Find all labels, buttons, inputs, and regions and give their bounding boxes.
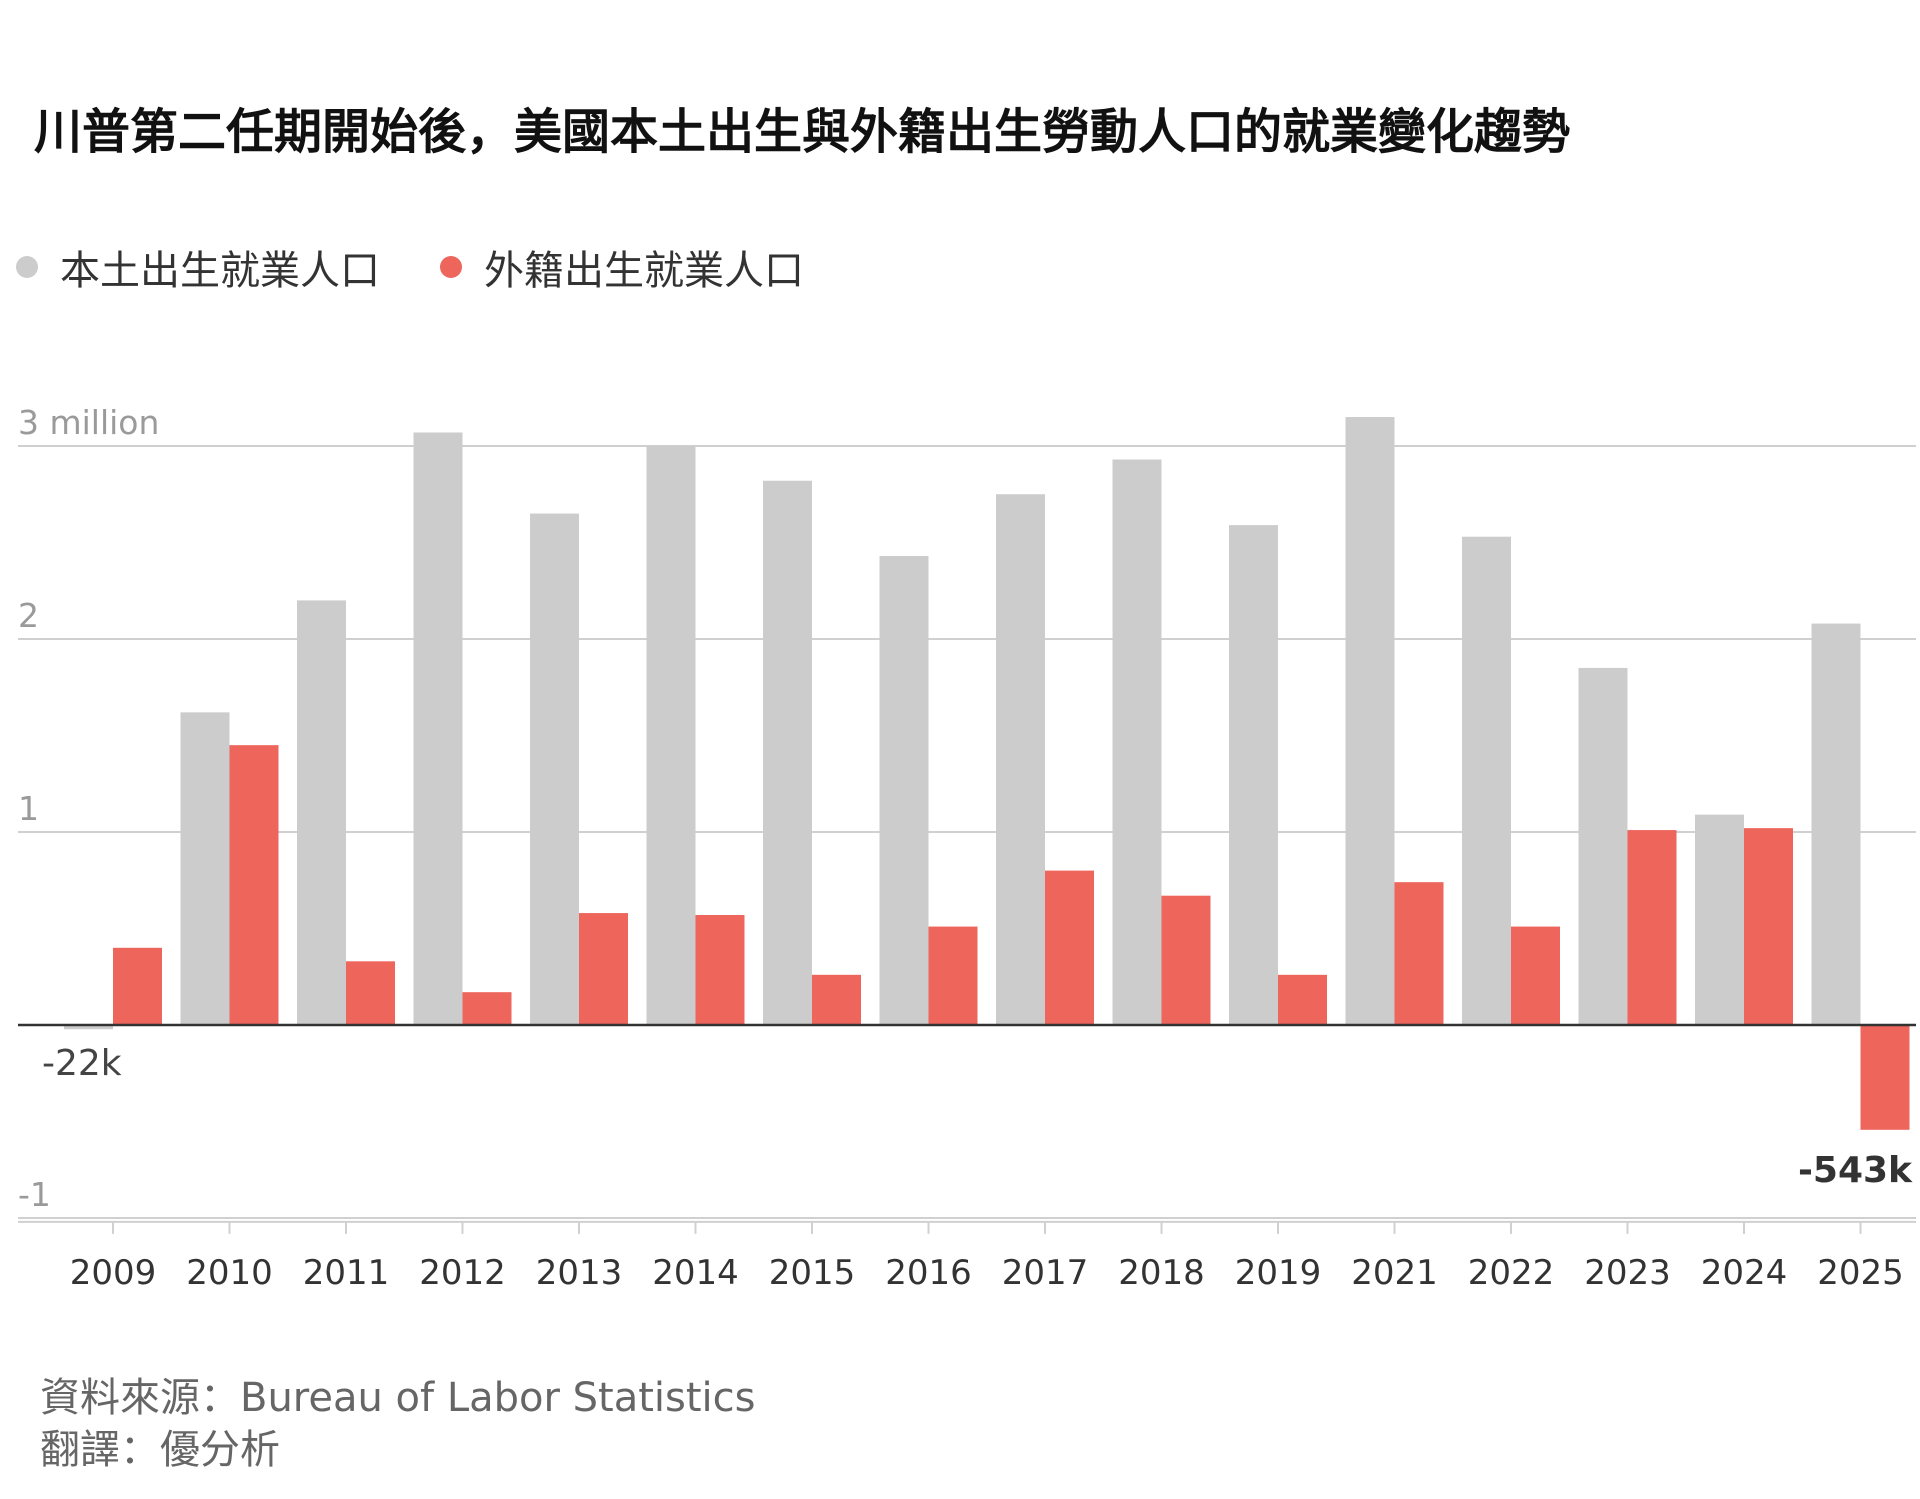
x-tick-label-2022: 2022 xyxy=(1468,1253,1555,1293)
x-tick-label-2021: 2021 xyxy=(1351,1253,1438,1293)
legend-label-foreign: 外籍出生就業人口 xyxy=(484,248,804,294)
footer: 資料來源：Bureau of Labor Statistics 翻譯：優分析 xyxy=(40,1372,756,1476)
bar-native-2018 xyxy=(1112,459,1162,1025)
bar-native-2009 xyxy=(64,1025,113,1030)
bar-foreign-2010 xyxy=(229,745,279,1025)
x-tick-label-2012: 2012 xyxy=(419,1253,506,1293)
bar-native-2013 xyxy=(530,513,579,1025)
bar-native-2021 xyxy=(1345,417,1395,1025)
bar-foreign-2015 xyxy=(812,974,861,1025)
bar-foreign-2023 xyxy=(1627,830,1677,1025)
bar-foreign-2016 xyxy=(928,926,978,1025)
bar-foreign-2017 xyxy=(1045,870,1094,1025)
bar-native-2022 xyxy=(1462,536,1511,1025)
bar-foreign-2013 xyxy=(579,913,628,1025)
legend: 本土出生就業人口 外籍出生就業人口 xyxy=(16,238,804,296)
x-tick-label-2010: 2010 xyxy=(186,1253,273,1293)
bar-native-2012 xyxy=(413,432,463,1025)
bar-native-2024 xyxy=(1695,814,1744,1025)
bar-native-2015 xyxy=(763,480,812,1025)
x-tick-label-2018: 2018 xyxy=(1118,1253,1205,1293)
x-tick-label-2009: 2009 xyxy=(70,1253,157,1293)
bar-chart: 3 million 2 1 -1 2009 2010 2011 2012 2013 2014 201… xyxy=(18,403,1916,1293)
legend-label-native: 本土出生就業人口 xyxy=(60,248,380,294)
annotation-native-2009: -22k xyxy=(42,1043,122,1084)
bar-foreign-2011 xyxy=(346,961,395,1025)
x-tick-label-2011: 2011 xyxy=(303,1253,390,1293)
bar-foreign-2021 xyxy=(1394,882,1444,1025)
y-tick-label-1: 2 xyxy=(18,596,39,635)
x-tick-label-2014: 2014 xyxy=(652,1253,739,1293)
bar-foreign-2009 xyxy=(113,947,162,1025)
x-tick-label-2023: 2023 xyxy=(1584,1253,1671,1293)
bar-foreign-2022 xyxy=(1511,926,1560,1025)
y-tick-label-2: 1 xyxy=(18,789,39,828)
legend-item-foreign: 外籍出生就業人口 xyxy=(440,238,804,296)
x-tick-label-2016: 2016 xyxy=(885,1253,972,1293)
legend-swatch-foreign xyxy=(440,256,462,278)
bar-native-2017 xyxy=(996,494,1045,1025)
translation-note: 翻譯：優分析 xyxy=(40,1427,280,1473)
source-note: 資料來源：Bureau of Labor Statistics xyxy=(40,1375,756,1421)
x-tick-label-2024: 2024 xyxy=(1701,1253,1788,1293)
bar-foreign-2018 xyxy=(1161,895,1211,1025)
bar-native-2010 xyxy=(180,712,230,1025)
bar-native-2019 xyxy=(1229,525,1278,1025)
x-tick-label-2017: 2017 xyxy=(1002,1253,1089,1293)
bar-native-2025 xyxy=(1811,623,1861,1025)
bar-foreign-2024 xyxy=(1744,828,1793,1025)
bar-foreign-2014 xyxy=(695,914,745,1025)
bar-native-2023 xyxy=(1578,667,1628,1025)
y-tick-label-3: -1 xyxy=(18,1175,51,1214)
bar-foreign-2025 xyxy=(1860,1025,1910,1130)
bar-native-2011 xyxy=(297,600,346,1025)
bar-native-2016 xyxy=(879,556,929,1025)
annotation-foreign-2025: -543k xyxy=(1798,1150,1913,1191)
y-tick-label-0: 3 million xyxy=(18,403,159,442)
x-tick-label-2025: 2025 xyxy=(1817,1253,1904,1293)
x-tick-label-2015: 2015 xyxy=(769,1253,856,1293)
legend-swatch-native xyxy=(16,256,38,278)
bar-foreign-2012 xyxy=(462,992,512,1025)
legend-item-native: 本土出生就業人口 xyxy=(16,238,380,296)
x-tick-label-2013: 2013 xyxy=(536,1253,623,1293)
bar-native-2014 xyxy=(646,446,696,1025)
bar-foreign-2019 xyxy=(1278,974,1327,1025)
chart-title: 川普第二任期開始後，美國本土出生與外籍出生勞動人口的就業變化趨勢 xyxy=(34,104,1571,160)
x-tick-label-2019: 2019 xyxy=(1235,1253,1322,1293)
